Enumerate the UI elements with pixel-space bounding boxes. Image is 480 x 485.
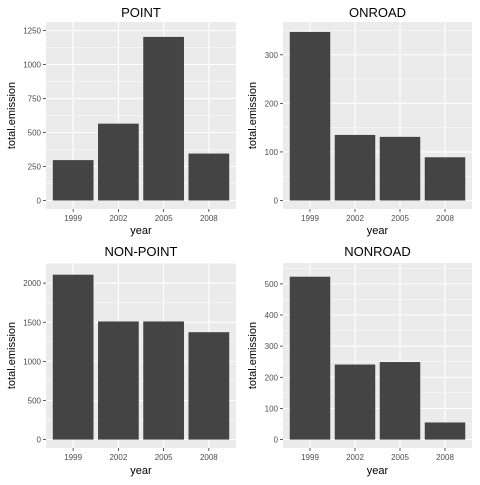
panel-point: 0 250 500 750 1000 1250 1999 2002 2005 2008 POINT y… [6, 5, 236, 237]
bar-1999 [289, 31, 331, 201]
x-tick-label: 2005 [155, 453, 173, 462]
bar-2002 [334, 134, 376, 201]
bar-2008 [424, 422, 466, 440]
bar-2008 [188, 332, 230, 440]
chart-title: ONROAD [349, 5, 406, 20]
y-tick-label: 0 [274, 436, 279, 445]
y-axis-label: total.emission [6, 82, 18, 149]
y-tick-label: 500 [265, 280, 279, 289]
x-axis-label: year [130, 465, 152, 477]
bar-2002 [334, 364, 376, 440]
y-tick-label: 1000 [23, 357, 41, 366]
chart-title: POINT [121, 5, 161, 20]
x-axis-label: year [367, 465, 389, 477]
y-tick-label: 200 [265, 373, 279, 382]
y-tick-label: 250 [28, 163, 42, 172]
x-tick-label: 1999 [64, 453, 82, 462]
x-tick-label: 1999 [301, 453, 319, 462]
y-tick-label: 0 [37, 436, 42, 445]
x-tick-label: 2002 [346, 214, 364, 223]
bar-2005 [143, 36, 184, 201]
x-tick-label: 2002 [109, 214, 127, 223]
y-tick-label: 2000 [23, 279, 41, 288]
y-tick-label: 500 [28, 129, 42, 138]
chart-title: NON-POINT [105, 244, 178, 259]
x-tick-label: 2008 [200, 453, 218, 462]
x-tick-label: 1999 [64, 214, 82, 223]
bar-2008 [188, 153, 230, 201]
bar-1999 [52, 274, 94, 440]
panel-nonroad: 0 100 200 300 400 500 1999 2002 2005 2008 NONROAD y… [247, 244, 472, 477]
y-axis-label: total.emission [247, 82, 259, 149]
y-tick-label: 0 [274, 197, 279, 206]
x-tick-label: 2005 [391, 453, 409, 462]
panel-onroad: 0 100 200 300 1999 2002 2005 2008 ONROAD year tota… [247, 5, 472, 237]
bar-2002 [98, 321, 139, 440]
bar-1999 [289, 276, 331, 440]
bar-1999 [52, 160, 94, 201]
y-tick-label: 200 [265, 99, 279, 108]
x-tick-label: 1999 [301, 214, 319, 223]
y-tick-label: 100 [265, 404, 279, 413]
y-tick-label: 0 [37, 197, 42, 206]
y-tick-label: 300 [265, 51, 279, 60]
chart-title: NONROAD [344, 244, 410, 259]
y-tick-label: 500 [28, 396, 42, 405]
y-tick-label: 750 [28, 95, 42, 104]
x-tick-label: 2008 [436, 453, 454, 462]
bar-2005 [379, 136, 421, 201]
y-tick-label: 1500 [23, 318, 41, 327]
y-tick-label: 300 [265, 342, 279, 351]
panel-non-point: 0 500 1000 1500 2000 1999 2002 2005 2008 NON-POIN… [6, 244, 236, 477]
bar-2008 [424, 157, 466, 201]
y-tick-label: 400 [265, 311, 279, 320]
x-tick-label: 2002 [346, 453, 364, 462]
bar-2005 [143, 321, 184, 440]
x-tick-label: 2005 [391, 214, 409, 223]
y-tick-label: 100 [265, 148, 279, 157]
y-tick-label: 1250 [23, 27, 41, 36]
bar-2005 [379, 362, 421, 440]
y-tick-label: 1000 [23, 61, 41, 70]
x-tick-label: 2008 [200, 214, 218, 223]
x-axis-label: year [130, 225, 152, 237]
y-axis-label: total.emission [6, 322, 18, 389]
x-tick-label: 2008 [436, 214, 454, 223]
x-tick-label: 2002 [109, 453, 127, 462]
y-axis-label: total.emission [247, 322, 259, 389]
x-axis-label: year [367, 225, 389, 237]
bar-2002 [98, 123, 139, 201]
x-tick-label: 2005 [155, 214, 173, 223]
